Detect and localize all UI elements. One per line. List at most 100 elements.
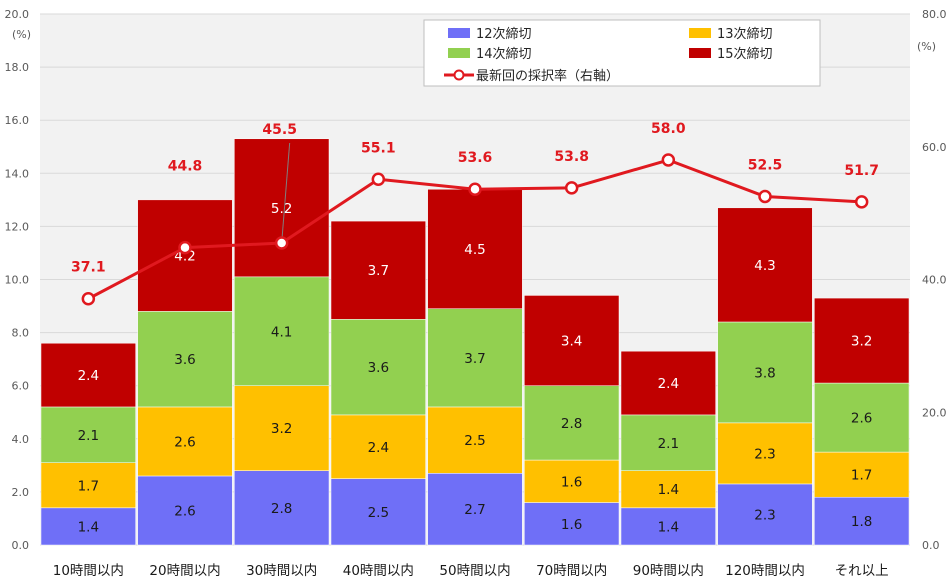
line-point	[564, 181, 579, 195]
line-value-label: 51.7	[844, 163, 879, 179]
segment-value-label: 1.4	[78, 519, 99, 535]
segment-value-label: 1.6	[561, 517, 582, 533]
x-category-label: それ以上	[835, 563, 889, 579]
segment-value-label: 2.1	[658, 436, 679, 452]
bar-segment	[330, 478, 426, 546]
segment-value-label: 2.4	[658, 376, 679, 392]
y-right-tick-label: 20.0	[922, 406, 947, 419]
segment-value-label: 2.6	[174, 434, 195, 450]
segment-value-label: 3.6	[174, 352, 195, 368]
x-category-label: 120時間以内	[725, 563, 805, 579]
bar-segment	[524, 295, 620, 386]
segment-value-label: 2.4	[78, 368, 99, 384]
y-left-tick-label: 4.0	[12, 433, 30, 446]
line-value-label: 37.1	[71, 260, 106, 276]
bar-segment	[814, 451, 910, 498]
bar-segment	[524, 502, 620, 546]
line-value-label: 55.1	[361, 140, 396, 156]
segment-value-label: 2.1	[78, 428, 99, 444]
bar-segment	[137, 406, 233, 477]
segment-value-label: 3.8	[754, 365, 775, 381]
bar-segment	[814, 297, 910, 384]
bar-segment	[814, 496, 910, 546]
segment-value-label: 4.2	[174, 249, 195, 265]
segment-value-label: 2.6	[851, 411, 872, 427]
legend-swatch	[689, 48, 711, 58]
segment-value-label: 1.6	[561, 474, 582, 490]
bar-segment	[137, 199, 233, 312]
y-left-tick-label: 6.0	[12, 380, 30, 393]
legend-label: 12次締切	[476, 26, 532, 42]
line-series-group: 37.1 44.8 45.5 55.1 53.6 53.8 58.0 52.5 51.7	[71, 121, 879, 306]
legend-line-marker	[453, 69, 465, 81]
line-value-label: 58.0	[651, 121, 686, 137]
bars-group	[40, 138, 910, 546]
legend-swatch	[689, 28, 711, 38]
bar-segment	[330, 414, 426, 479]
y-left-tick-label: 2.0	[12, 486, 30, 499]
segment-value-label: 3.7	[464, 351, 485, 367]
legend-label: 14次締切	[476, 46, 532, 62]
y-left-unit: (%)	[12, 28, 31, 41]
line-point	[468, 182, 482, 196]
legend-label: 15次締切	[717, 46, 773, 62]
y-left-tick-label: 0.0	[12, 539, 30, 552]
segment-value-label: 4.3	[754, 258, 775, 274]
segment-value-label: 4.1	[271, 324, 292, 340]
segment-value-label: 2.8	[561, 416, 582, 432]
bar-segment	[524, 385, 620, 461]
segment-value-label: 2.6	[174, 503, 195, 519]
bar-segment	[330, 319, 426, 416]
bar-segment	[717, 207, 813, 323]
line-point	[178, 240, 192, 255]
segment-value-label: 2.5	[464, 433, 485, 449]
segment-value-label: 4.5	[464, 242, 485, 258]
segment-value-label: 1.7	[851, 468, 872, 484]
bar-segment	[427, 473, 523, 546]
segment-value-label: 1.8	[851, 514, 872, 530]
segment-value-label: 2.4	[368, 440, 389, 456]
y-left-tick-label: 16.0	[5, 114, 30, 127]
bar-segment	[524, 459, 620, 503]
bar-segment	[620, 507, 716, 546]
bar-segment	[620, 414, 716, 471]
bar-segment	[234, 385, 330, 471]
line-point	[81, 291, 96, 306]
y-right-tick-label: 0.0	[922, 539, 940, 552]
bar-segment	[330, 220, 426, 320]
y-left-tick-label: 14.0	[5, 167, 30, 180]
y-right-tick-label: 80.0	[922, 8, 947, 21]
label-leader-line	[281, 142, 291, 244]
segment-value-label: 2.8	[271, 501, 292, 517]
segment-value-label: 1.4	[658, 482, 679, 498]
line-point	[371, 172, 386, 187]
x-category-label: 10時間以内	[53, 563, 124, 579]
segment-value-label: 2.3	[754, 446, 775, 462]
line-value-label: 53.6	[458, 150, 493, 166]
legend-box	[423, 19, 821, 87]
bar-segment	[40, 406, 136, 463]
segment-value-label: 5.2	[271, 201, 292, 217]
line-value-label: 45.5	[262, 122, 297, 138]
bar-segment	[234, 276, 330, 386]
bar-segment	[620, 350, 716, 416]
line-value-label: 52.5	[748, 158, 783, 174]
line-point	[758, 189, 772, 204]
bar-segment	[717, 321, 813, 424]
line-point	[661, 153, 676, 167]
segment-value-label: 3.2	[851, 334, 872, 350]
bar-segment	[717, 422, 813, 485]
line-value-label: 53.8	[554, 149, 589, 165]
x-category-label: 90時間以内	[633, 563, 704, 579]
bar-segment	[137, 475, 233, 546]
segment-value-label: 3.4	[561, 334, 582, 350]
legend-swatch	[448, 48, 470, 58]
bar-segment	[814, 382, 910, 453]
axes-group: 0.0 2.0 4.0 6.0 8.0 10.0 12.0 14.0 16.0 18.0 20.0 0…	[5, 8, 947, 579]
y-left-tick-label: 20.0	[5, 8, 30, 21]
segment-value-label: 2.5	[368, 505, 389, 521]
y-left-tick-label: 8.0	[12, 327, 30, 340]
